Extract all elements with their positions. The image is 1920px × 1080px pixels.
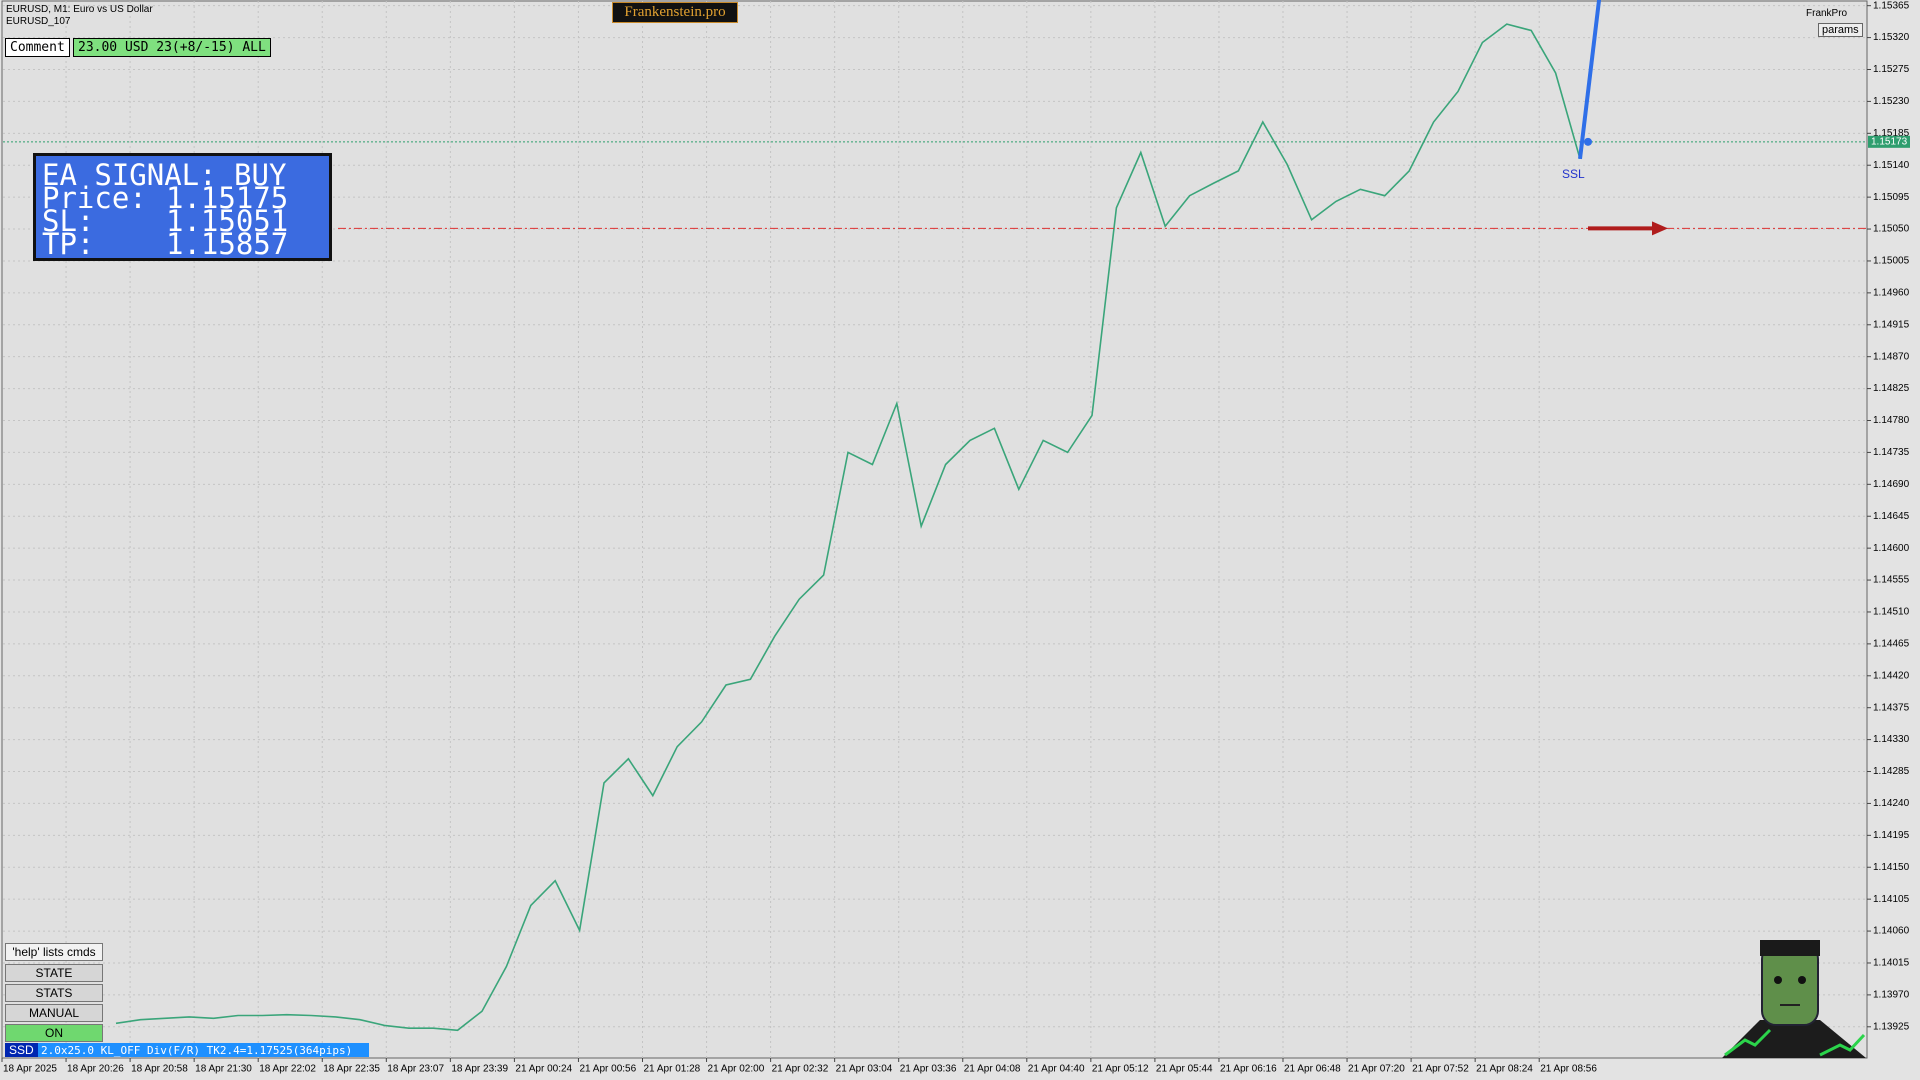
x-tick-label: 21 Apr 05:44 — [1156, 1064, 1213, 1075]
x-tick-label: 18 Apr 21:30 — [195, 1064, 252, 1075]
y-tick-label: 1.14285 — [1873, 766, 1910, 777]
y-tick-label: 1.13925 — [1873, 1021, 1910, 1032]
y-tick-label: 1.14960 — [1873, 288, 1910, 299]
current-price-box — [1868, 135, 1910, 148]
brand[interactable]: Frankenstein.pro — [612, 2, 738, 23]
x-tick-label: 18 Apr 22:02 — [259, 1064, 316, 1075]
y-tick-label: 1.14420 — [1873, 670, 1910, 681]
y-tick-label: 1.14915 — [1873, 319, 1910, 330]
state-button[interactable]: STATE — [5, 964, 103, 982]
help-button[interactable]: 'help' lists cmds — [5, 943, 103, 961]
panel-row-value: 1.15175 — [166, 181, 289, 215]
x-tick-label: 18 Apr 20:58 — [131, 1064, 188, 1075]
y-tick-label: 1.15185 — [1873, 128, 1910, 139]
y-tick-label: 1.14690 — [1873, 479, 1910, 490]
comment-label: Comment — [5, 38, 70, 57]
x-tick-label: 21 Apr 05:12 — [1092, 1064, 1149, 1075]
panel-row-value: 1.15051 — [166, 204, 289, 238]
y-tick-label: 1.14015 — [1873, 958, 1910, 969]
x-tick-label: 18 Apr 2025 — [3, 1064, 57, 1075]
y-tick-label: 1.14105 — [1873, 894, 1910, 905]
x-tick-label: 18 Apr 20:26 — [67, 1064, 124, 1075]
x-tick-label: 21 Apr 07:20 — [1348, 1064, 1405, 1075]
signal-label: SSL — [1562, 167, 1585, 181]
manual-button[interactable]: MANUAL — [5, 1004, 103, 1022]
y-tick-label: 1.14600 — [1873, 543, 1910, 554]
y-tick-label: 1.15095 — [1873, 192, 1910, 203]
y-tick-label: 1.14780 — [1873, 415, 1910, 426]
y-tick-label: 1.14195 — [1873, 830, 1910, 841]
y-tick-label: 1.15140 — [1873, 160, 1910, 171]
x-tick-label: 21 Apr 04:08 — [964, 1064, 1021, 1075]
x-tick-label: 21 Apr 01:28 — [644, 1064, 701, 1075]
panel-row-label: SL: — [42, 204, 95, 238]
y-tick-label: 1.15230 — [1873, 96, 1910, 107]
status-tag: SSD — [5, 1043, 38, 1057]
x-tick-label: 21 Apr 02:00 — [708, 1064, 765, 1075]
x-tick-label: 21 Apr 02:32 — [772, 1064, 829, 1075]
y-tick-label: 1.15050 — [1873, 224, 1910, 235]
y-tick-label: 1.15005 — [1873, 256, 1910, 267]
symbol-label: EURUSD, M1: Euro vs US Dollar — [6, 4, 153, 15]
status-text: 2.0x25.0 KL_OFF Div(F/R) TK2.4=1.17525(3… — [41, 1044, 353, 1057]
panel-row-value: 1.15857 — [166, 227, 289, 261]
x-tick-label: 21 Apr 07:52 — [1412, 1064, 1469, 1075]
y-tick-label: 1.14870 — [1873, 351, 1910, 362]
price-line — [115, 23, 1581, 1032]
sl-arrow-head — [1652, 221, 1668, 236]
signal-title: EA SIGNAL: BUY — [42, 158, 287, 192]
y-tick-label: 1.15365 — [1873, 0, 1910, 11]
y-tick-label: 1.14330 — [1873, 734, 1910, 745]
x-tick-label: 21 Apr 00:24 — [515, 1064, 572, 1075]
y-tick-label: 1.13970 — [1873, 990, 1910, 1001]
current-price-label: 1.15173 — [1871, 136, 1908, 147]
y-tick-label: 1.14510 — [1873, 607, 1910, 618]
y-tick-label: 1.15320 — [1873, 32, 1910, 43]
y-tick-label: 1.14735 — [1873, 447, 1910, 458]
y-tick-label: 1.14825 — [1873, 383, 1910, 394]
avatar — [1722, 940, 1866, 1058]
account-label: EURUSD_107 — [6, 16, 71, 27]
x-tick-label: 18 Apr 23:39 — [451, 1064, 508, 1075]
status-bar: SSD 2.0x25.0 KL_OFF Div(F/R) TK2.4=1.175… — [5, 1043, 369, 1057]
x-tick-label: 18 Apr 23:07 — [387, 1064, 444, 1075]
y-tick-label: 1.15275 — [1873, 64, 1910, 75]
user-label: FrankPro — [1806, 8, 1848, 19]
on-button[interactable]: ON — [5, 1024, 103, 1042]
params-button[interactable]: params — [1818, 23, 1863, 37]
y-tick-label: 1.14150 — [1873, 862, 1910, 873]
comment-text: 23.00 USD 23(+8/-15) ALL — [73, 38, 271, 57]
x-tick-label: 21 Apr 03:36 — [900, 1064, 957, 1075]
y-tick-label: 1.14060 — [1873, 926, 1910, 937]
y-tick-label: 1.14375 — [1873, 702, 1910, 713]
x-tick-label: 21 Apr 06:16 — [1220, 1064, 1277, 1075]
stats-button[interactable]: STATS — [5, 984, 103, 1002]
y-tick-label: 1.14240 — [1873, 798, 1910, 809]
x-tick-label: 21 Apr 06:48 — [1284, 1064, 1341, 1075]
signal-panel: EA SIGNAL: BUY Price: 1.15175 SL: 1.15051 TP… — [33, 153, 332, 261]
x-tick-label: 21 Apr 03:04 — [836, 1064, 893, 1075]
x-tick-label: 21 Apr 04:40 — [1028, 1064, 1085, 1075]
panel-row-label: TP: — [42, 227, 95, 261]
x-tick-label: 18 Apr 22:35 — [323, 1064, 380, 1075]
y-tick-label: 1.14465 — [1873, 639, 1910, 650]
tp-projection — [1578, 0, 1602, 160]
x-tick-label: 21 Apr 00:56 — [579, 1064, 636, 1075]
y-tick-label: 1.14555 — [1873, 575, 1910, 586]
x-tick-label: 21 Apr 08:24 — [1476, 1064, 1533, 1075]
entry-marker — [1584, 137, 1592, 146]
y-tick-label: 1.14645 — [1873, 511, 1910, 522]
panel-row-label: Price: — [42, 181, 147, 215]
x-tick-label: 21 Apr 08:56 — [1540, 1064, 1597, 1075]
